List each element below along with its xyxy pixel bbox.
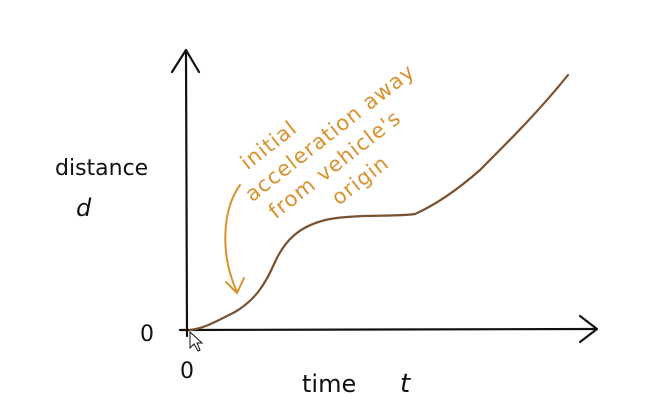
annotation-arrow (224, 184, 245, 295)
y-origin: 0 (140, 322, 154, 347)
x-origin: 0 (180, 359, 194, 384)
axes (170, 48, 599, 344)
x-axis-symbol: t (400, 369, 411, 399)
x-axis (178, 327, 598, 332)
distance-curve (188, 73, 570, 332)
y-axis-label: distance (55, 156, 148, 181)
x-axis-label: time (302, 370, 356, 398)
y-axis-symbol: d (76, 194, 92, 222)
y-arrowhead (170, 48, 201, 74)
y-axis (184, 50, 189, 338)
x-arrowhead (578, 314, 599, 344)
cursor (189, 330, 204, 352)
